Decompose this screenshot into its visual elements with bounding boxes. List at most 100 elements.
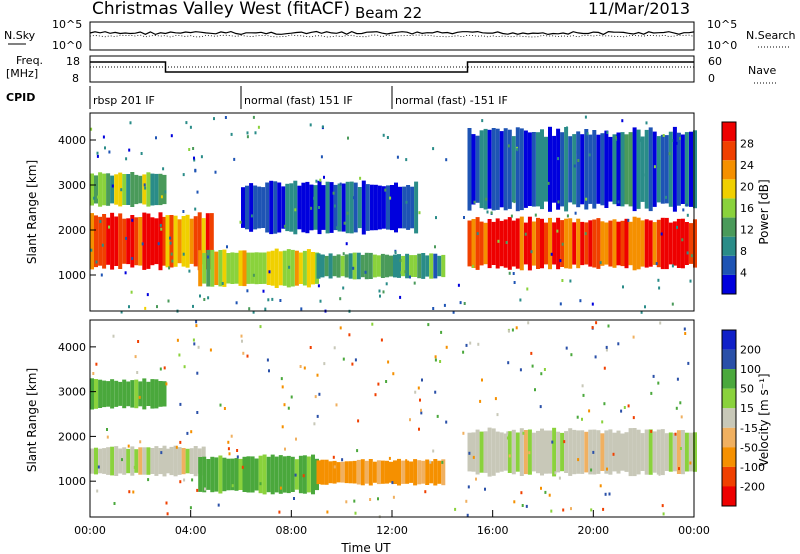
heatmap-speckle <box>563 440 566 444</box>
heatmap-cell <box>527 132 532 206</box>
heatmap-speckle <box>185 121 188 125</box>
heatmap-cell <box>660 217 665 270</box>
heatmap-speckle <box>183 478 186 482</box>
heatmap-cell <box>165 215 170 268</box>
heatmap-speckle <box>420 408 422 412</box>
velocity-colorbar-label: Velocity [m s⁻¹] <box>757 373 771 466</box>
heatmap-cell <box>214 457 219 492</box>
heatmap-cell <box>584 431 589 473</box>
heatmap-cell <box>360 459 365 486</box>
heatmap-cell <box>181 448 186 475</box>
cpid-segments: rbsp 201 IF normal (fast) 151 IF normal (f… <box>89 86 508 109</box>
heatmap-speckle <box>441 460 444 464</box>
heatmap-cell <box>324 459 329 485</box>
heatmap-cell <box>437 460 442 484</box>
heatmap-cell <box>142 447 147 475</box>
heatmap-speckle <box>131 218 134 222</box>
colorbar-tick-label: 20 <box>740 181 754 194</box>
heatmap-cell <box>320 459 325 485</box>
heatmap-speckle <box>136 371 139 374</box>
heatmap-speckle <box>391 481 394 485</box>
heatmap-cell <box>165 448 170 474</box>
heatmap-speckle <box>194 207 197 211</box>
heatmap-speckle <box>405 158 408 162</box>
heatmap-cell <box>274 456 279 493</box>
heatmap-speckle <box>223 407 226 410</box>
heatmap-cell <box>341 183 346 232</box>
heatmap-speckle <box>320 155 323 159</box>
heatmap-cell <box>265 182 270 233</box>
heatmap-speckle <box>125 236 128 240</box>
heatmap-speckle <box>607 324 610 328</box>
heatmap-cell <box>126 174 131 205</box>
heatmap-cell <box>386 185 390 230</box>
heatmap-speckle <box>508 454 511 458</box>
heatmap-cell <box>348 461 353 484</box>
heatmap-cell <box>261 187 266 228</box>
heatmap-speckle <box>227 440 230 444</box>
colorbar-swatch <box>722 408 736 428</box>
heatmap-cell <box>417 253 422 279</box>
y-tick-label: 3000 <box>58 179 86 192</box>
heatmap-speckle <box>392 495 395 499</box>
heatmap-cell <box>90 448 94 474</box>
heatmap-cell <box>281 186 286 229</box>
heatmap-cell <box>242 250 247 287</box>
heatmap-speckle <box>497 239 500 243</box>
heatmap-cell <box>365 184 370 231</box>
heatmap-speckle <box>574 211 577 215</box>
heatmap-cell <box>568 428 573 476</box>
heatmap-cell <box>689 131 693 207</box>
heatmap-speckle <box>675 406 678 410</box>
colorbar-swatch <box>722 447 736 467</box>
heatmap-cell <box>507 431 512 473</box>
colorbar-swatch <box>722 349 736 370</box>
heatmap-speckle <box>281 425 284 429</box>
heatmap-cell <box>564 127 569 212</box>
heatmap-cell <box>177 219 182 264</box>
heatmap-cell <box>198 457 203 492</box>
heatmap-cell <box>302 250 307 286</box>
heatmap-speckle <box>603 402 606 406</box>
heatmap-speckle <box>557 200 560 204</box>
heatmap-cell <box>238 458 243 490</box>
heatmap-cell <box>201 218 206 265</box>
heatmap-cell <box>142 212 147 270</box>
heatmap-cell <box>130 215 135 268</box>
heatmap-speckle <box>169 241 172 245</box>
heatmap-cell <box>118 448 123 474</box>
heatmap-speckle <box>679 401 682 405</box>
heatmap-speckle <box>133 465 136 469</box>
power-y-axis: 1000 2000 3000 4000 <box>58 134 96 282</box>
heatmap-speckle <box>644 305 646 309</box>
heatmap-cell <box>277 182 282 233</box>
heatmap-cell <box>134 379 139 409</box>
heatmap-speckle <box>188 269 191 273</box>
heatmap-cell <box>222 457 227 492</box>
colorbar-frame <box>721 329 737 507</box>
heatmap-cell <box>536 217 540 269</box>
heatmap-cell <box>94 215 98 268</box>
heatmap-speckle <box>404 270 407 274</box>
heatmap-cell <box>636 217 641 270</box>
colorbar-swatch <box>722 179 736 199</box>
heatmap-speckle <box>294 473 297 477</box>
heatmap-speckle <box>192 147 195 150</box>
heatmap-speckle <box>595 321 598 325</box>
heatmap-cell <box>361 180 366 235</box>
heatmap-cell <box>576 218 581 269</box>
heatmap-cell <box>332 255 337 277</box>
time-axis: 00:00 04:00 08:00 12:00 16:00 20:00 00:00 <box>74 510 710 537</box>
heatmap-speckle <box>377 382 380 386</box>
heatmap-speckle <box>424 490 427 494</box>
heatmap-cell <box>483 431 488 473</box>
heatmap-cell <box>278 251 283 286</box>
heatmap-cell <box>584 222 589 265</box>
heatmap-cell <box>693 432 697 472</box>
heatmap-cell <box>483 128 488 210</box>
heatmap-cell <box>134 174 139 205</box>
heatmap-speckle <box>577 458 580 462</box>
heatmap-speckle <box>481 378 483 382</box>
heatmap-speckle <box>299 365 302 368</box>
heatmap-cell <box>433 253 438 279</box>
